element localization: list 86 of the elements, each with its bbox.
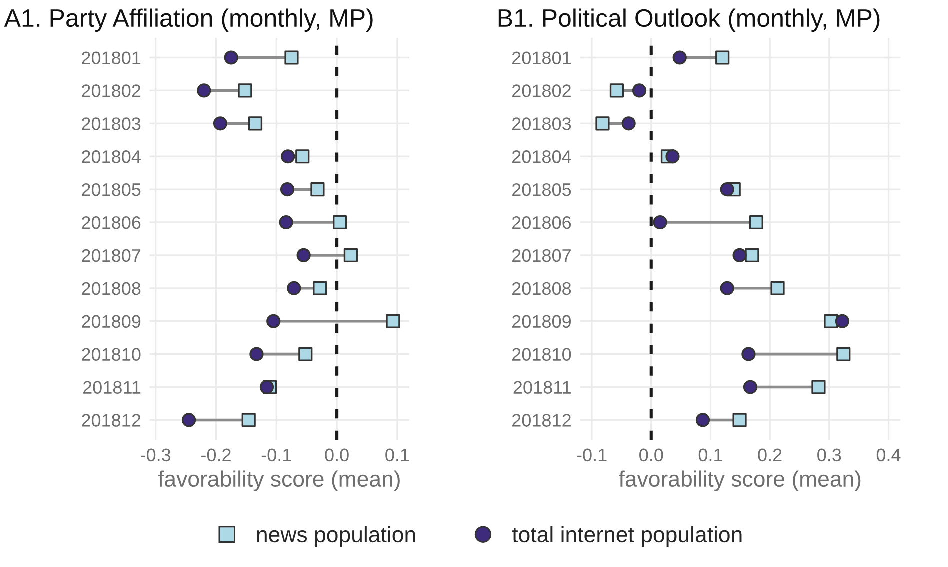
x-tick-label: 0.1	[698, 448, 722, 462]
y-tick-label: 201809	[82, 315, 141, 328]
x-axis-title: favorability score (mean)	[619, 470, 861, 492]
point	[742, 347, 756, 362]
y-tick-label: 201807	[82, 249, 141, 262]
y-tick-label: 201805	[82, 184, 141, 196]
x-tick-label: 0.1	[386, 448, 410, 462]
point	[284, 50, 299, 65]
point	[653, 215, 668, 230]
point	[622, 116, 636, 131]
point	[666, 150, 680, 164]
x-tick-label: -0.1	[577, 448, 607, 462]
y-tick-label: 201808	[82, 282, 141, 296]
point	[596, 116, 610, 131]
point	[632, 84, 647, 98]
point	[836, 347, 851, 362]
legend-label: total internet population	[512, 526, 742, 547]
point	[720, 182, 734, 197]
point	[313, 281, 328, 296]
x-tick-label: -0.1	[262, 448, 292, 462]
y-tick-label: 201812	[82, 414, 141, 427]
x-axis-title: favorability score (mean)	[158, 470, 400, 492]
y-tick-label: 201805	[512, 184, 572, 196]
point	[770, 281, 785, 296]
point	[298, 347, 313, 362]
legend-label: news population	[257, 526, 416, 547]
y-tick-label: 201804	[512, 150, 572, 164]
y-tick-label: 201803	[512, 118, 572, 130]
point	[287, 281, 302, 296]
point	[732, 413, 747, 428]
y-tick-label: 201801	[82, 52, 141, 64]
y-tick-label: 201802	[512, 84, 571, 98]
x-tick-label: 0.0	[640, 448, 664, 462]
point	[386, 314, 400, 328]
point	[749, 215, 764, 230]
x-tick-label: 0.2	[758, 448, 782, 462]
point	[250, 347, 264, 362]
point	[182, 413, 196, 428]
point	[745, 248, 760, 263]
point	[824, 314, 838, 328]
point	[696, 413, 710, 428]
y-tick-label: 201807	[512, 249, 571, 262]
y-tick-label: 201808	[512, 282, 572, 296]
point	[281, 150, 296, 164]
y-tick-label: 201810	[82, 348, 141, 362]
x-tick-label: -0.2	[201, 448, 231, 462]
point	[260, 380, 274, 394]
point	[280, 182, 295, 197]
point	[238, 84, 252, 98]
point	[197, 84, 212, 98]
point	[720, 281, 734, 296]
point	[333, 215, 348, 230]
point	[672, 50, 687, 65]
x-tick-label: 0.0	[325, 448, 349, 462]
point	[344, 248, 358, 263]
x-tick-label: -0.3	[141, 448, 171, 462]
point	[835, 314, 850, 328]
y-tick-label: 201811	[514, 381, 571, 394]
point	[248, 116, 263, 131]
point	[812, 380, 826, 394]
y-tick-label: 201806	[512, 216, 572, 230]
point	[266, 314, 281, 328]
point	[213, 116, 228, 131]
chart-title: B1. Political Outlook (monthly, MP)	[498, 8, 880, 32]
y-tick-label: 201812	[512, 414, 571, 427]
point	[279, 215, 294, 230]
y-tick-label: 201811	[83, 381, 141, 394]
y-tick-label: 201803	[82, 118, 141, 130]
y-tick-label: 201802	[82, 84, 141, 98]
point	[716, 50, 730, 65]
chart-title: A1. Party Affiliation (monthly, MP)	[4, 8, 373, 32]
point	[296, 150, 310, 164]
point	[610, 84, 624, 98]
point	[296, 248, 311, 263]
point	[242, 413, 256, 428]
point	[732, 248, 747, 263]
point	[310, 182, 325, 197]
point	[224, 50, 238, 65]
y-tick-label: 201809	[512, 315, 571, 328]
x-tick-label: 0.3	[818, 448, 842, 462]
y-tick-label: 201804	[82, 150, 141, 164]
y-tick-label: 201801	[512, 52, 571, 64]
point	[743, 380, 758, 394]
x-tick-label: 0.4	[876, 448, 901, 462]
y-tick-label: 201806	[82, 216, 141, 230]
y-tick-label: 201810	[512, 348, 572, 362]
